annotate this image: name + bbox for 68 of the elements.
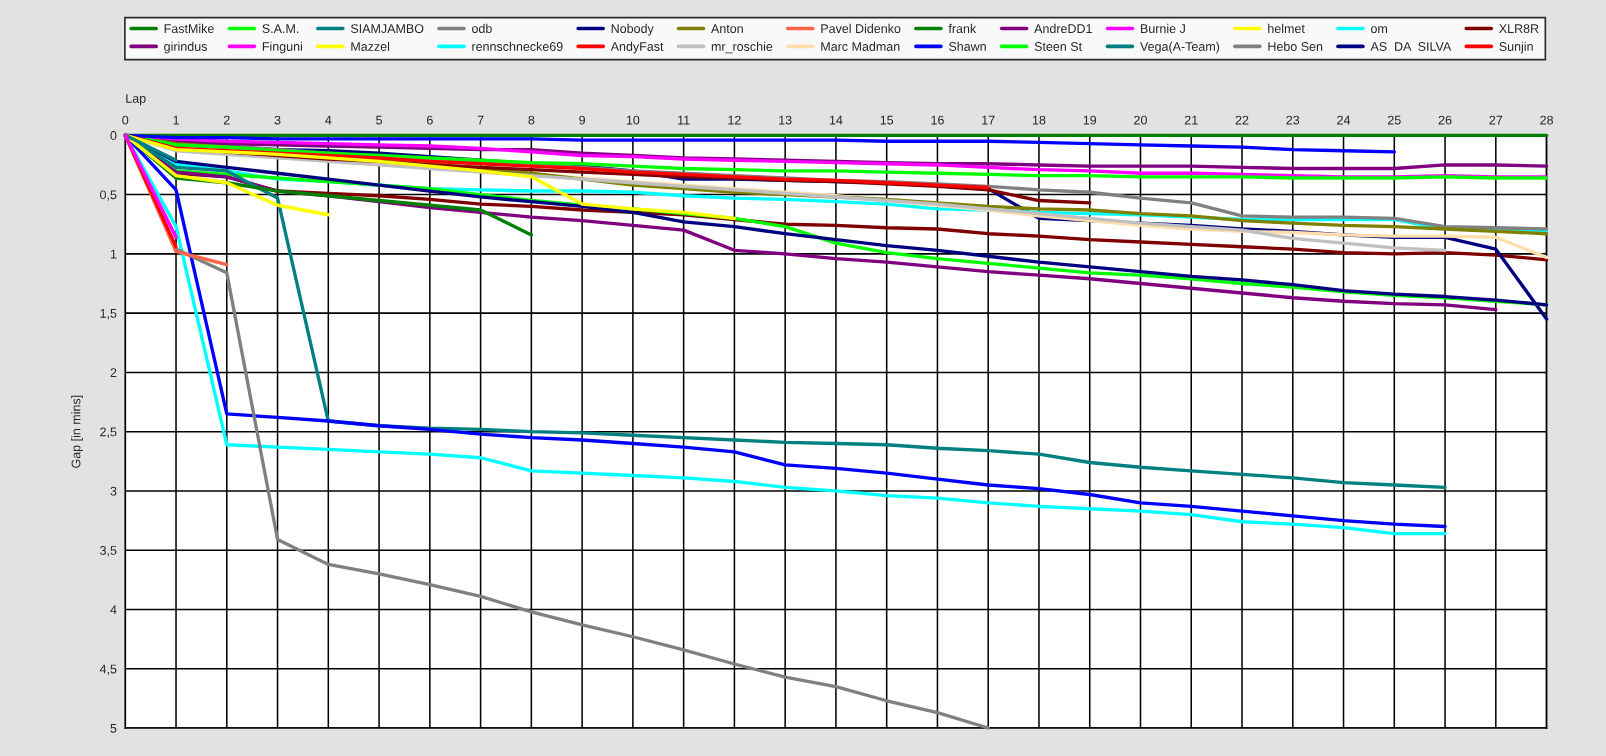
x-tick-label: 21 bbox=[1184, 115, 1198, 125]
x-tick-label: 15 bbox=[880, 115, 894, 125]
x-tick-label: 10 bbox=[626, 115, 640, 125]
x-tick-label: 16 bbox=[931, 115, 944, 125]
x-tick-label: 2 bbox=[223, 115, 230, 125]
x-tick-label: 5 bbox=[376, 115, 383, 125]
legend-label: XLR8R bbox=[1499, 24, 1539, 34]
x-tick-label: 7 bbox=[477, 115, 484, 125]
legend-label: rennschnecke69 bbox=[472, 41, 563, 51]
x-tick-label: 4 bbox=[325, 115, 332, 125]
legend-label: Sunjin bbox=[1499, 41, 1533, 54]
legend-label: Vega(A-Team) bbox=[1140, 41, 1220, 54]
legend-label: girindus bbox=[164, 41, 207, 54]
y-tick-label: 2 bbox=[110, 368, 117, 377]
y-axis-title: Gap [in mins] bbox=[71, 395, 83, 468]
legend-label: om bbox=[1370, 26, 1387, 34]
legend-label: AndyFast bbox=[610, 41, 664, 54]
x-tick-label: 0 bbox=[122, 115, 129, 125]
legend-label: Steen St bbox=[1034, 42, 1082, 51]
y-tick-label: 3,5 bbox=[100, 546, 117, 557]
x-tick-label: 24 bbox=[1337, 115, 1351, 125]
x-tick-label: 9 bbox=[579, 115, 585, 125]
x-tick-label: 19 bbox=[1083, 115, 1097, 125]
x-tick-label: 22 bbox=[1235, 115, 1249, 125]
y-tick-label: 5 bbox=[110, 723, 117, 733]
x-tick-label: 27 bbox=[1489, 115, 1503, 125]
x-tick-label: 26 bbox=[1438, 115, 1452, 125]
legend-label: mr_roschie bbox=[711, 41, 773, 54]
legend-label: frank bbox=[948, 23, 977, 34]
legend-label: Marc Madman bbox=[821, 41, 900, 51]
x-tick-label: 28 bbox=[1540, 115, 1553, 125]
legend-label: Mazzel bbox=[351, 41, 390, 51]
legend-label: Nobody bbox=[611, 23, 654, 36]
x-tick-label: 17 bbox=[982, 115, 995, 125]
x-tick-label: 3 bbox=[274, 115, 281, 125]
y-tick-label: 1,5 bbox=[100, 309, 117, 320]
legend-label: FastMike bbox=[164, 23, 214, 34]
legend-label: helmet bbox=[1268, 23, 1305, 34]
x-tick-label: 20 bbox=[1134, 115, 1147, 125]
x-tick-label: 23 bbox=[1286, 115, 1300, 125]
y-tick-label: 1 bbox=[110, 249, 117, 259]
x-tick-label: 11 bbox=[678, 115, 690, 125]
legend-label: odb bbox=[471, 23, 492, 34]
x-tick-label: 14 bbox=[829, 115, 843, 125]
x-tick-label: 8 bbox=[528, 115, 535, 125]
legend-label: Hebo Sen bbox=[1268, 41, 1323, 51]
legend-label: Anton bbox=[711, 24, 743, 34]
y-tick-label: 4 bbox=[110, 605, 117, 615]
y-tick-label: 4,5 bbox=[99, 664, 117, 675]
legend-label: AndreDD1 bbox=[1034, 23, 1092, 34]
y-tick-label: 3 bbox=[110, 486, 117, 496]
y-tick-label: 0,5 bbox=[100, 190, 117, 201]
legend-label: Pavel Didenko bbox=[821, 23, 901, 34]
legend-label: SIAMJAMBO bbox=[350, 24, 424, 34]
legend-label: S.A.M. bbox=[262, 24, 299, 34]
x-tick-label: 6 bbox=[426, 115, 433, 125]
x-tick-label: 25 bbox=[1387, 115, 1401, 125]
y-tick-label: 0 bbox=[110, 131, 117, 140]
x-tick-label: 13 bbox=[779, 115, 792, 125]
legend-label: Finguni bbox=[262, 41, 302, 54]
legend-label: Burnie J bbox=[1141, 23, 1185, 34]
x-tick-label: 18 bbox=[1032, 115, 1046, 125]
x-tick-label: 12 bbox=[728, 115, 741, 125]
legend-label: AS DA SILVA bbox=[1370, 42, 1452, 51]
x-tick-label: 1 bbox=[173, 115, 179, 125]
x-axis-title: Lap bbox=[126, 94, 146, 106]
y-tick-label: 2,5 bbox=[100, 427, 117, 438]
legend-label: Shawn bbox=[948, 41, 986, 51]
